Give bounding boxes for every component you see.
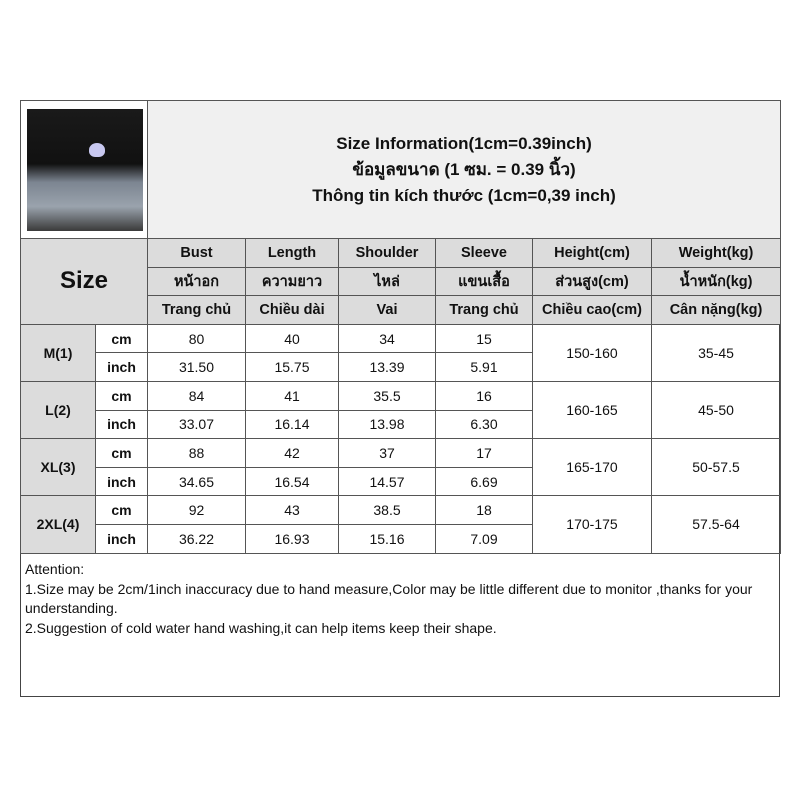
measurement-cell: 13.39 [338, 352, 436, 382]
table-row: 2XL(4) cm 92 43 38.5 18 170-175 57.5-64 [20, 495, 782, 554]
height-cell: 165-170 [532, 438, 652, 497]
column-header: Sleeve [435, 238, 533, 268]
measurement-cell: 80 [147, 323, 246, 354]
measurement-cell: 16.54 [245, 466, 339, 497]
column-header: Chiều dài [245, 295, 339, 325]
size-chart: Size Information(1cm=0.39inch) ข้อมูลขนา… [20, 100, 782, 697]
weight-cell: 35-45 [650, 323, 782, 382]
unit-label: cm [95, 438, 148, 468]
measurement-cell: 15 [435, 323, 533, 354]
measurement-cell: 41 [245, 380, 339, 411]
attention-heading: Attention: [25, 561, 85, 577]
height-cell: 150-160 [532, 323, 652, 382]
column-header: Shoulder [338, 238, 436, 268]
column-header: หน้าอก [147, 266, 246, 297]
measurement-cell: 7.09 [435, 523, 533, 554]
table-row: inch 33.07 16.14 13.98 6.30 [21, 409, 781, 440]
table-row: L(2) cm 84 41 35.5 16 160-165 45-50 [20, 380, 782, 440]
measurement-cell: 17 [435, 438, 533, 468]
butterfly-print [89, 142, 105, 157]
column-header: ไหล่ [338, 266, 436, 297]
unit-label: cm [95, 380, 148, 411]
column-header: Chiều cao(cm) [532, 295, 652, 325]
column-header: น้ำหนัก(kg) [650, 266, 782, 297]
unit-label: inch [95, 523, 148, 554]
attention-note-2: 2.Suggestion of cold water hand washing,… [25, 619, 497, 636]
measurement-cell: 34 [338, 323, 436, 354]
product-photo [27, 108, 143, 231]
measurement-cell: 34.65 [147, 466, 246, 497]
measurement-cell: 31.50 [147, 352, 246, 382]
weight-cell: 45-50 [650, 380, 782, 440]
size-label: 2XL(4) [20, 495, 96, 554]
measurement-cell: 88 [147, 438, 246, 468]
table-row: XL(3) cm 88 42 37 17 165-170 50-57.5 [20, 438, 782, 497]
measurement-cell: 14.57 [338, 466, 436, 497]
measurement-cell: 16.93 [245, 523, 339, 554]
table-row: inch 36.22 16.93 15.16 7.09 [21, 523, 781, 554]
title-vietnamese: Thông tin kích thước (1cm=0,39 inch) [312, 185, 616, 205]
measurement-cell: 43 [245, 495, 339, 525]
measurement-cell: 42 [245, 438, 339, 468]
unit-label: inch [95, 352, 148, 382]
measurement-cell: 37 [338, 438, 436, 468]
unit-label: inch [95, 409, 148, 440]
measurement-cell: 35.5 [338, 380, 436, 411]
column-header: ส่วนสูง(cm) [532, 266, 652, 297]
attention-notes: Attention: 1.Size may be 2cm/1inch inacc… [25, 560, 775, 638]
measurement-cell: 15.75 [245, 352, 339, 382]
unit-label: cm [95, 323, 148, 354]
measurement-cell: 40 [245, 323, 339, 354]
column-header: Trang chủ [147, 295, 246, 325]
measurement-cell: 13.98 [338, 409, 436, 440]
column-header: Length [245, 238, 339, 268]
title-thai: ข้อมูลขนาด (1 ซม. = 0.39 นิ้ว) [352, 159, 576, 179]
size-label: L(2) [20, 380, 96, 440]
table-row: inch 34.65 16.54 14.57 6.69 [21, 466, 781, 497]
column-header: Cân nặng(kg) [650, 295, 782, 325]
measurement-cell: 6.30 [435, 409, 533, 440]
measurement-cell: 36.22 [147, 523, 246, 554]
height-cell: 160-165 [532, 380, 652, 440]
column-header: Height(cm) [532, 238, 652, 268]
unit-label: cm [95, 495, 148, 525]
measurement-cell: 92 [147, 495, 246, 525]
size-header: Size [20, 238, 148, 325]
measurement-cell: 16 [435, 380, 533, 411]
column-header: Bust [147, 238, 246, 268]
height-cell: 170-175 [532, 495, 652, 554]
measurement-cell: 38.5 [338, 495, 436, 525]
size-label: M(1) [20, 323, 96, 382]
weight-cell: 57.5-64 [650, 495, 782, 554]
attention-note-1: 1.Size may be 2cm/1inch inaccuracy due t… [25, 580, 753, 617]
column-header: Vai [338, 295, 436, 325]
column-header: Weight(kg) [650, 238, 782, 268]
measurement-cell: 5.91 [435, 352, 533, 382]
product-photo-cell [20, 100, 148, 239]
unit-label: inch [95, 466, 148, 497]
table-row: inch 31.50 15.75 13.39 5.91 [21, 352, 781, 382]
weight-cell: 50-57.5 [650, 438, 782, 497]
measurement-cell: 16.14 [245, 409, 339, 440]
measurement-cell: 15.16 [338, 523, 436, 554]
size-label: XL(3) [20, 438, 96, 497]
column-header: Trang chủ [435, 295, 533, 325]
measurement-cell: 18 [435, 495, 533, 525]
title-english: Size Information(1cm=0.39inch) [336, 133, 592, 153]
measurement-cell: 84 [147, 380, 246, 411]
measurement-cell: 6.69 [435, 466, 533, 497]
column-header: แขนเสื้อ [435, 266, 533, 297]
title-cell: Size Information(1cm=0.39inch) ข้อมูลขนา… [146, 100, 782, 239]
measurement-cell: 33.07 [147, 409, 246, 440]
column-header: ความยาว [245, 266, 339, 297]
size-table: Size Information(1cm=0.39inch) ข้อมูลขนา… [20, 100, 782, 554]
table-row: M(1) cm 80 40 34 15 150-160 35-45 [20, 323, 782, 382]
